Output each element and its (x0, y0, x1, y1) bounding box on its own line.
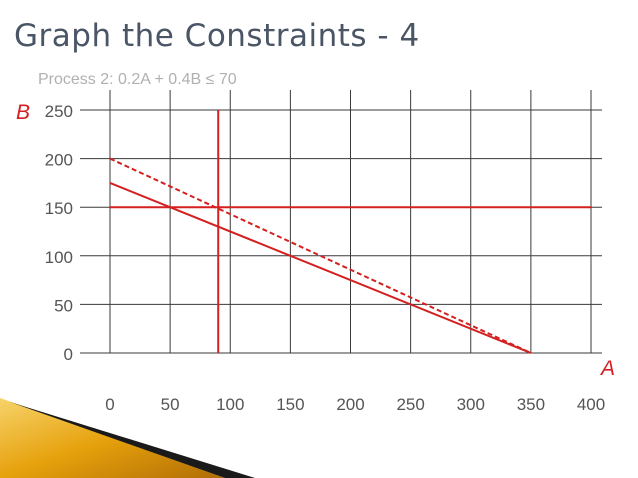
x-tick-label: 200 (336, 395, 364, 414)
y-tick-label: 50 (54, 296, 73, 315)
constraint-line-1 (109, 157, 532, 354)
x-tick-label: 300 (457, 395, 485, 414)
x-tick-label: 150 (276, 395, 304, 414)
y-tick-label: 250 (45, 102, 73, 121)
y-tick-label: 0 (64, 345, 73, 364)
x-tick-label: 350 (517, 395, 545, 414)
x-tick-label: 250 (396, 395, 424, 414)
x-tick-label: 50 (161, 395, 180, 414)
banner-dark-stripe (10, 402, 255, 478)
x-tick-label: 0 (105, 395, 114, 414)
x-axis-label: A (601, 357, 616, 380)
decorative-banner (0, 398, 255, 478)
y-axis-label: B (16, 101, 31, 124)
constraint-line-0 (109, 181, 532, 354)
constraint-subtitle: Process 2: 0.2A + 0.4B ≤ 70 (38, 71, 237, 88)
y-tick-label: 200 (45, 151, 73, 170)
y-tick-label: 150 (45, 199, 73, 218)
y-tick-label: 100 (45, 248, 73, 267)
x-tick-label: 100 (216, 395, 244, 414)
slide-title: Graph the Constraints - 4 (14, 18, 420, 54)
x-tick-label: 400 (577, 395, 605, 414)
